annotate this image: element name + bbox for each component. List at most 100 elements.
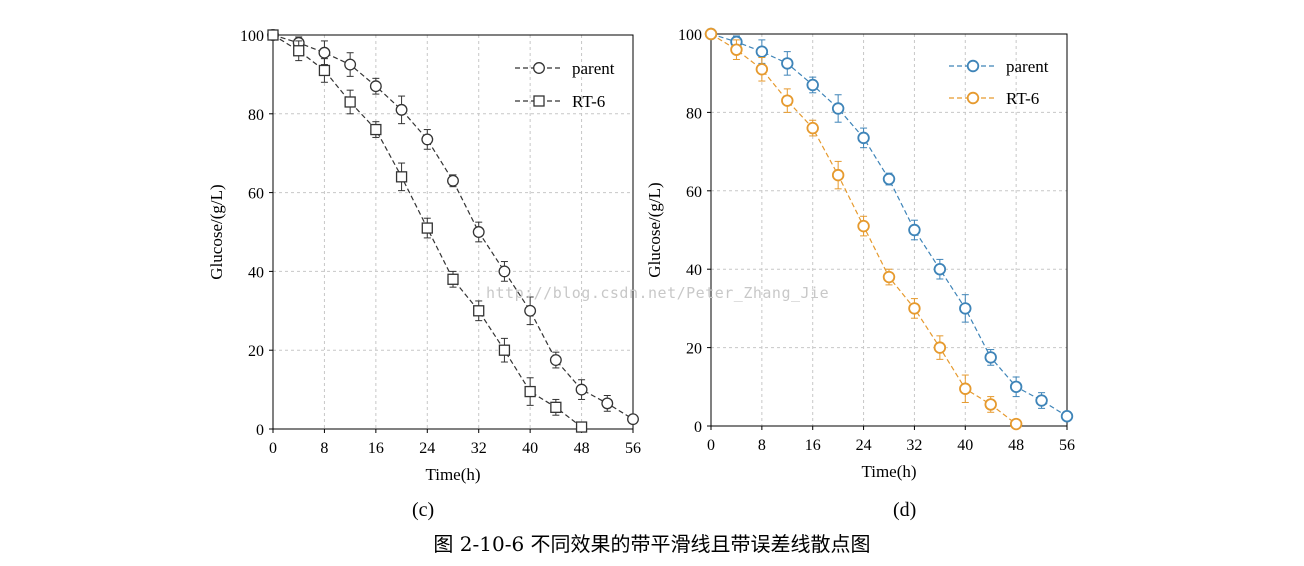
chart-d-series-rt-6-point bbox=[831, 168, 845, 182]
chart-c-legend-marker bbox=[533, 62, 545, 74]
chart-c-series-rt-6-point bbox=[550, 401, 562, 413]
chart-d-series-rt-6-point bbox=[704, 27, 718, 41]
chart-d-xtick-label: 16 bbox=[805, 437, 821, 454]
chart-d-series-parent-point bbox=[984, 351, 997, 364]
chart-c-series-parent-point bbox=[421, 133, 434, 146]
chart-d-ytick-label: 60 bbox=[686, 184, 702, 201]
chart-c-series-rt-6-point bbox=[267, 29, 279, 41]
chart-c-series-rt-6-point bbox=[575, 421, 588, 433]
chart-c-ytick-label: 80 bbox=[248, 107, 264, 124]
chart-c-series-parent-point bbox=[627, 413, 639, 426]
chart-d-plot-frame bbox=[710, 33, 1068, 427]
chart-c-series-rt-6-point bbox=[473, 305, 485, 317]
chart-c-series-rt-6-point bbox=[395, 171, 408, 183]
chart-d-legend-marker bbox=[966, 91, 980, 105]
chart-d-series-rt-6-point bbox=[933, 341, 947, 354]
chart-d-ytick-label: 0 bbox=[694, 419, 702, 436]
chart-c-series-parent-point bbox=[472, 226, 485, 238]
chart-c-series-parent-point bbox=[498, 265, 511, 278]
chart-c-series-parent-point bbox=[318, 46, 331, 59]
chart-c-x-axis-title: Time(h) bbox=[425, 465, 480, 484]
chart-d-series-parent-point bbox=[831, 102, 845, 115]
chart-c-series-rt-6-point bbox=[498, 344, 511, 356]
chart-d-series-rt-6-point bbox=[882, 270, 896, 284]
chart-d-series-parent-point bbox=[781, 57, 794, 70]
chart-d-series-rt-6-point bbox=[730, 43, 743, 56]
chart-d-ytick-label: 80 bbox=[686, 105, 702, 122]
chart-c-series-rt-6-point bbox=[318, 64, 331, 77]
chart-c-series-parent-point bbox=[524, 304, 537, 317]
panel-label-d: (d) bbox=[893, 499, 917, 521]
chart-d-xtick-label: 0 bbox=[707, 437, 715, 454]
chart-c-xtick-label: 40 bbox=[522, 440, 538, 457]
chart-d-series-parent-point bbox=[806, 78, 819, 92]
chart-c-xtick-label: 48 bbox=[574, 440, 590, 457]
chart-d-series-rt-6-point bbox=[1009, 417, 1023, 431]
chart-c-plot-frame bbox=[272, 34, 634, 430]
chart-d-series-parent-point bbox=[959, 302, 972, 315]
chart-c-xtick-label: 8 bbox=[320, 440, 328, 457]
chart-d-series-parent-line bbox=[710, 33, 1068, 417]
chart-d-series-parent-point bbox=[1009, 380, 1023, 394]
figure-caption: 图 2-10-6 不同效果的带平滑线且带误差线散点图 bbox=[433, 532, 871, 556]
chart-c-series-rt-6-point bbox=[293, 45, 305, 57]
chart-d-ytick-label: 100 bbox=[678, 27, 702, 44]
chart-d-y-axis-title: Glucose/(g/L) bbox=[645, 182, 664, 277]
chart-c-series-rt-6-point bbox=[447, 273, 459, 285]
chart-d-series-rt-6-point bbox=[857, 219, 870, 233]
chart-c-legend-marker bbox=[533, 95, 545, 107]
chart-c-series-parent-point bbox=[395, 103, 408, 116]
chart-d-series-parent-point bbox=[1060, 410, 1074, 423]
chart-d-series-rt-6-point bbox=[959, 382, 972, 395]
chart-c-series-parent-point bbox=[601, 397, 614, 410]
chart-c-series-parent-point bbox=[549, 354, 562, 367]
chart-c-legend-label: parent bbox=[572, 59, 615, 78]
chart-d-xtick-label: 8 bbox=[758, 437, 766, 454]
chart-c-xtick-label: 32 bbox=[471, 440, 487, 457]
chart-c-xtick-label: 56 bbox=[625, 440, 641, 457]
chart-c-xtick-label: 24 bbox=[419, 440, 435, 457]
chart-d-series-parent-point bbox=[908, 223, 921, 237]
chart-d-ytick-label: 40 bbox=[686, 262, 702, 279]
chart-c-ytick-label: 0 bbox=[256, 422, 264, 439]
chart-c-ytick-label: 40 bbox=[248, 264, 264, 281]
chart-c-legend-label: RT-6 bbox=[572, 92, 605, 111]
chart-d-xtick-label: 32 bbox=[906, 437, 922, 454]
chart-d-series-parent-point bbox=[755, 45, 769, 58]
chart-c-y-axis-title: Glucose/(g/L) bbox=[207, 184, 226, 279]
chart-d-series-rt-6-point bbox=[806, 121, 819, 135]
chart-c-xtick-label: 16 bbox=[368, 440, 384, 457]
chart-d-xtick-label: 24 bbox=[856, 437, 872, 454]
chart-c-ytick-label: 20 bbox=[248, 343, 264, 360]
chart-c-series-rt-6-point bbox=[421, 222, 433, 234]
chart-c-series-parent-line bbox=[272, 34, 634, 420]
chart-d-series-rt-6-point bbox=[781, 94, 794, 107]
chart-d-series-rt-6-point bbox=[984, 398, 997, 411]
chart-d-series-parent-point bbox=[1035, 394, 1048, 407]
chart-d-series-rt-6-point bbox=[908, 302, 921, 315]
chart-c-series-rt-6-point bbox=[524, 385, 536, 398]
chart-d-series-parent-point bbox=[933, 263, 947, 276]
chart-d-series-parent-point bbox=[882, 172, 896, 186]
chart-d-xtick-label: 40 bbox=[957, 437, 973, 454]
chart-d-legend-marker bbox=[966, 59, 980, 73]
chart-d-xtick-label: 56 bbox=[1059, 437, 1075, 454]
chart-c-series-parent-point bbox=[575, 383, 588, 396]
chart-c-series-parent-point bbox=[344, 58, 357, 71]
chart-d-x-axis-title: Time(h) bbox=[861, 462, 916, 481]
chart-c-series-parent-point bbox=[447, 174, 459, 187]
chart-d-xtick-label: 48 bbox=[1008, 437, 1024, 454]
chart-d-series-rt-6-point bbox=[755, 63, 769, 76]
watermark: http://blog.csdn.net/Peter_Zhang_Jie bbox=[486, 284, 830, 302]
chart-c-xtick-label: 0 bbox=[269, 440, 277, 457]
chart-c-series-rt-6-point bbox=[370, 123, 382, 136]
chart-c-series-parent-point bbox=[369, 80, 382, 93]
chart-c-series-rt-6-point bbox=[344, 96, 356, 108]
panel-label-c: (c) bbox=[412, 499, 435, 521]
chart-d-legend-label: RT-6 bbox=[1006, 89, 1039, 108]
chart-d-legend-label: parent bbox=[1006, 57, 1049, 76]
chart-d-ytick-label: 20 bbox=[686, 341, 702, 358]
chart-c-ytick-label: 60 bbox=[248, 186, 264, 203]
